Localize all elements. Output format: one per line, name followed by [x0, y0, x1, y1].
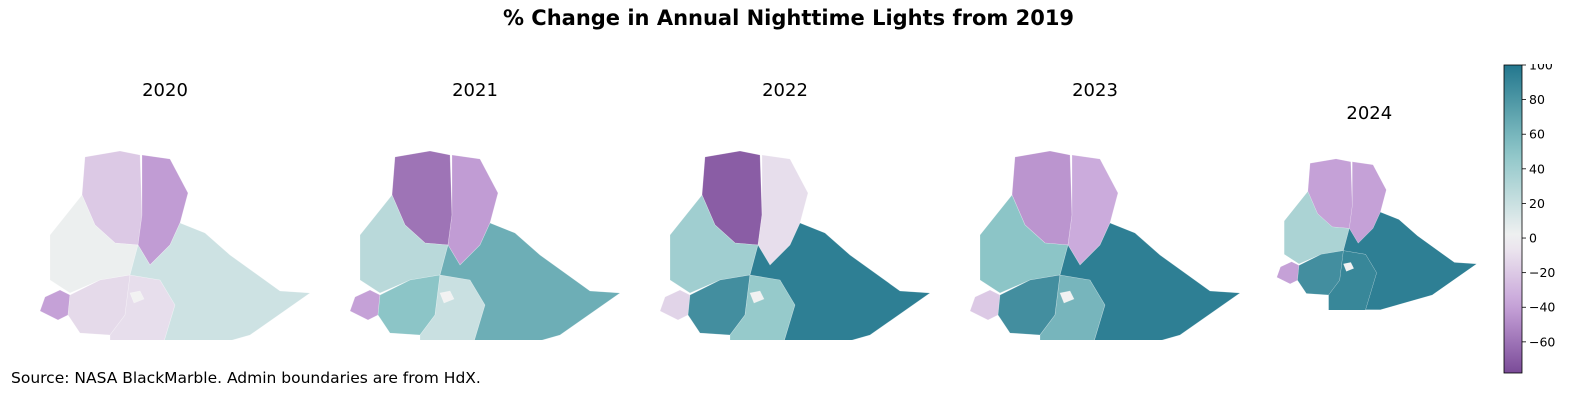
region-far-west — [659, 289, 691, 321]
colorbar-gradient — [1503, 64, 1523, 374]
colorbar-tick-label: 40 — [1529, 161, 1545, 176]
region-center-capital — [1059, 290, 1075, 304]
region-far-west — [349, 289, 381, 321]
chart-title: % Change in Annual Nighttime Lights from… — [502, 6, 1075, 30]
map-panel-2021 — [330, 70, 621, 376]
panel-title: 2021 — [452, 80, 498, 101]
map-svg — [659, 150, 931, 376]
region-center-capital — [439, 290, 455, 304]
region-far-west — [969, 289, 1001, 321]
colorbar-tick-label: 80 — [1529, 92, 1545, 107]
map-svg — [39, 150, 311, 376]
colorbar-tick-label: 20 — [1529, 196, 1545, 211]
panel-title: 2020 — [142, 80, 188, 101]
map-svg — [1276, 158, 1478, 325]
panel-title: 2024 — [1346, 103, 1393, 124]
colorbar: 100 80 60 40 20 0 −20 −40 −60 — [1503, 58, 1563, 380]
map-panel-2023 — [950, 70, 1241, 376]
colorbar-tick-label: −40 — [1529, 300, 1555, 315]
panel-title: 2022 — [762, 80, 808, 101]
region-far-west — [1276, 261, 1300, 285]
region-center-capital — [749, 290, 765, 304]
colorbar-tick-label: 0 — [1529, 231, 1537, 246]
map-svg — [349, 150, 621, 376]
colorbar-svg: 100 80 60 40 20 0 −20 −40 −60 — [1503, 58, 1555, 374]
colorbar-tick-label: 100 — [1529, 64, 1553, 73]
region-center-capital — [129, 290, 145, 304]
region-center-capital — [1343, 262, 1355, 272]
map-panel-2024 — [1262, 110, 1478, 325]
map-panel-2022 — [640, 70, 931, 376]
colorbar-tick-label: −60 — [1529, 334, 1555, 349]
map-panel-2020 — [20, 70, 311, 376]
panel-title: 2023 — [1072, 80, 1118, 101]
colorbar-tick-label: −20 — [1529, 265, 1555, 280]
colorbar-tick-label: 60 — [1529, 127, 1545, 142]
region-far-west — [39, 289, 71, 321]
source-note: Source: NASA BlackMarble. Admin boundari… — [11, 369, 481, 387]
map-svg — [969, 150, 1241, 376]
